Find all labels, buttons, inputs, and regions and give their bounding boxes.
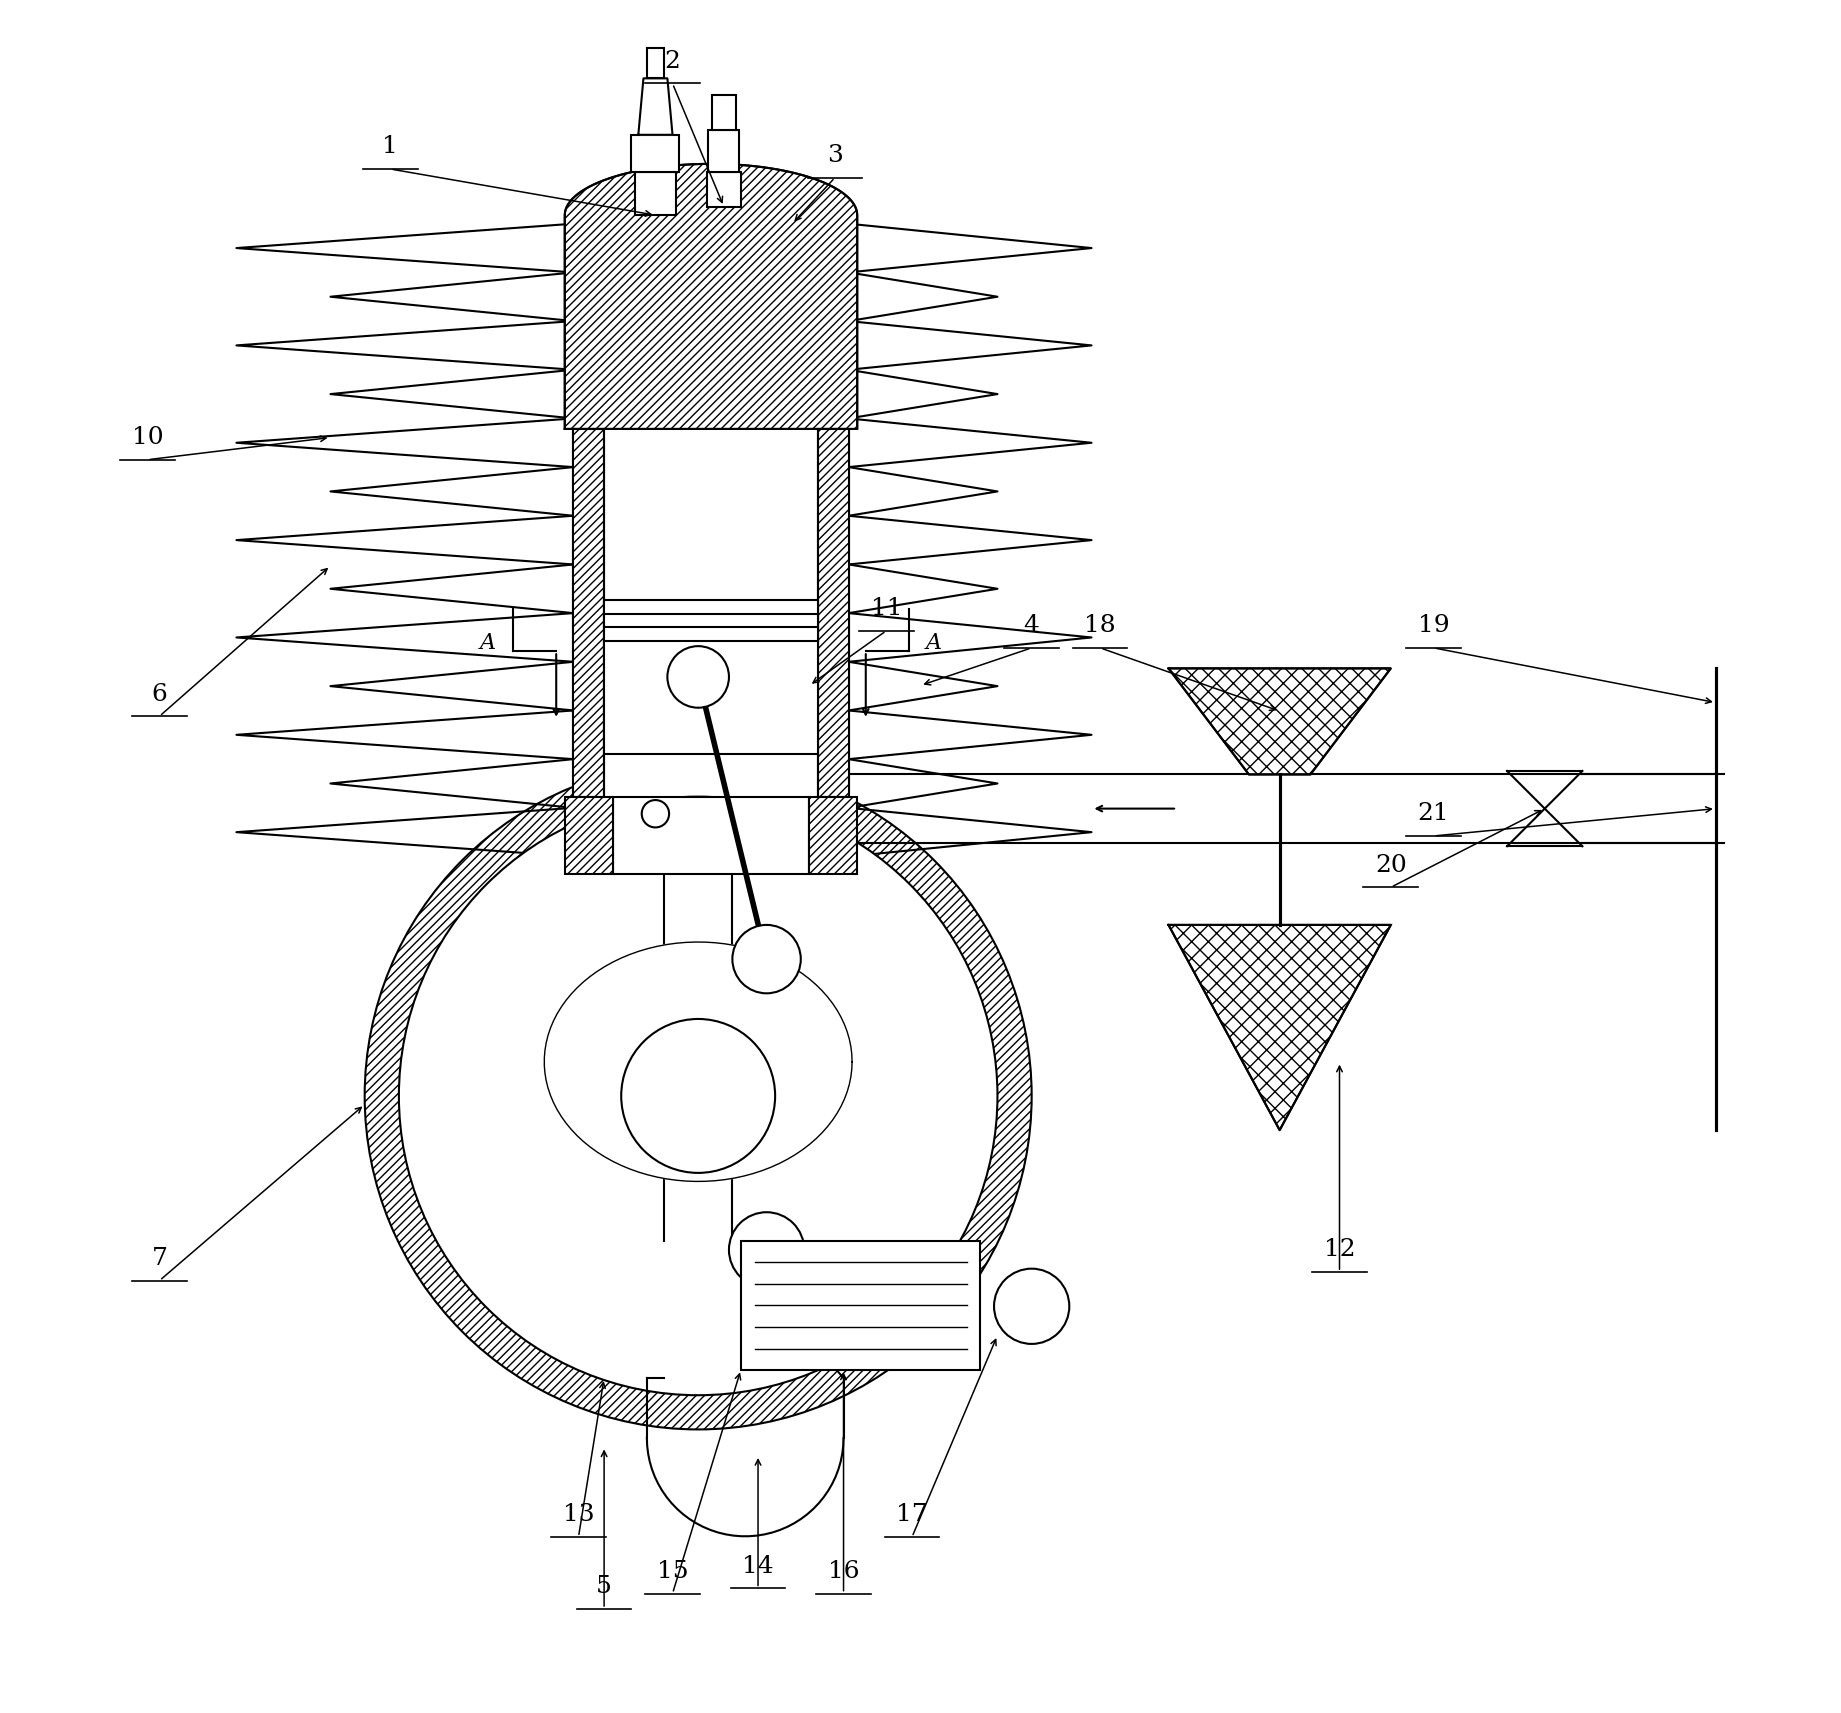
Polygon shape <box>849 224 1092 272</box>
Polygon shape <box>849 418 1092 468</box>
Polygon shape <box>849 370 998 418</box>
Circle shape <box>733 925 801 994</box>
Polygon shape <box>849 272 998 320</box>
Circle shape <box>729 1213 805 1288</box>
Polygon shape <box>236 516 573 565</box>
Bar <box>810 797 858 874</box>
Polygon shape <box>1169 925 1390 1131</box>
Circle shape <box>365 762 1031 1429</box>
Polygon shape <box>331 565 573 613</box>
Polygon shape <box>849 565 998 613</box>
Bar <box>604 428 817 797</box>
Text: 17: 17 <box>897 1504 928 1526</box>
Polygon shape <box>236 711 573 759</box>
Text: 20: 20 <box>1375 853 1407 877</box>
Polygon shape <box>236 418 573 468</box>
Polygon shape <box>236 809 573 856</box>
Bar <box>709 130 740 173</box>
Polygon shape <box>849 661 998 711</box>
Text: 5: 5 <box>596 1576 611 1598</box>
Bar <box>631 135 679 173</box>
Polygon shape <box>545 942 852 1182</box>
Text: 15: 15 <box>657 1561 689 1583</box>
Polygon shape <box>565 164 858 428</box>
Polygon shape <box>849 711 1092 759</box>
Polygon shape <box>1169 668 1390 774</box>
Polygon shape <box>849 809 1092 856</box>
Polygon shape <box>565 164 858 428</box>
Bar <box>646 48 665 79</box>
Circle shape <box>399 797 998 1394</box>
Polygon shape <box>331 661 573 711</box>
Text: 21: 21 <box>1418 802 1449 826</box>
Text: 12: 12 <box>1324 1238 1355 1261</box>
Circle shape <box>668 646 729 707</box>
Text: 16: 16 <box>828 1561 860 1583</box>
Text: A: A <box>926 632 943 654</box>
Polygon shape <box>849 759 998 809</box>
Bar <box>707 173 740 207</box>
Text: 2: 2 <box>665 50 681 72</box>
Polygon shape <box>236 613 573 661</box>
Text: 1: 1 <box>383 135 398 158</box>
Bar <box>635 173 676 216</box>
Polygon shape <box>331 759 573 809</box>
Polygon shape <box>849 516 1092 565</box>
Bar <box>573 428 604 797</box>
Bar <box>604 600 817 754</box>
Polygon shape <box>236 320 573 370</box>
Text: 6: 6 <box>151 682 168 706</box>
Text: A: A <box>481 632 495 654</box>
Polygon shape <box>331 272 573 320</box>
Circle shape <box>994 1269 1070 1345</box>
Text: 11: 11 <box>871 598 902 620</box>
Text: 7: 7 <box>151 1247 168 1269</box>
Bar <box>565 797 613 874</box>
Bar <box>677 959 720 1096</box>
Bar <box>817 428 849 797</box>
Bar <box>712 96 736 130</box>
Text: 18: 18 <box>1084 615 1116 637</box>
Text: 14: 14 <box>742 1555 773 1578</box>
Polygon shape <box>639 79 672 135</box>
Bar <box>613 797 810 874</box>
Polygon shape <box>849 468 998 516</box>
Polygon shape <box>849 320 1092 370</box>
Circle shape <box>620 1019 775 1173</box>
Circle shape <box>643 800 668 827</box>
Text: 10: 10 <box>133 427 164 449</box>
Polygon shape <box>1169 668 1390 774</box>
Polygon shape <box>1169 925 1390 1131</box>
Polygon shape <box>331 468 573 516</box>
Text: 4: 4 <box>1024 615 1040 637</box>
Text: 19: 19 <box>1418 615 1449 637</box>
Text: 13: 13 <box>563 1504 595 1526</box>
Text: 3: 3 <box>827 144 843 166</box>
Polygon shape <box>331 370 573 418</box>
Polygon shape <box>849 613 1092 661</box>
Bar <box>740 1242 981 1370</box>
Polygon shape <box>236 224 573 272</box>
